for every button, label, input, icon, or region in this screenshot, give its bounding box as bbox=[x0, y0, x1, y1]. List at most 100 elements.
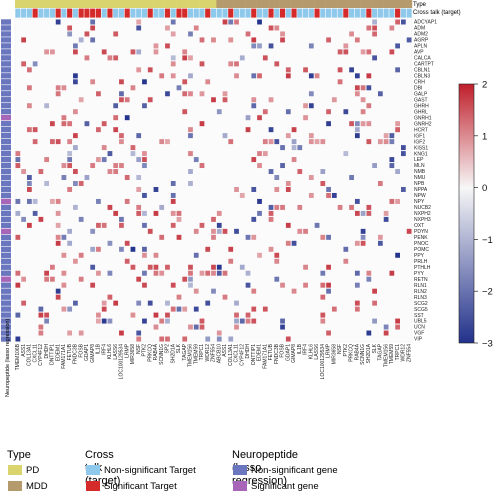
heatmap-cell bbox=[67, 306, 73, 312]
heatmap-cell bbox=[73, 79, 78, 85]
crosstalk-cell bbox=[274, 8, 280, 18]
row-label: OXT bbox=[414, 223, 424, 229]
heatmap-cell bbox=[90, 228, 96, 234]
type-cell bbox=[383, 0, 390, 8]
heatmap-cell bbox=[245, 282, 251, 288]
heatmap-cell bbox=[211, 228, 216, 234]
heatmap-cell bbox=[21, 276, 27, 282]
heatmap-cell bbox=[291, 157, 297, 163]
heatmap-cell bbox=[38, 216, 44, 222]
heatmap-cell bbox=[55, 294, 61, 300]
heatmap-cell bbox=[383, 133, 389, 139]
neuropeptide-cell bbox=[1, 150, 11, 157]
heatmap-cell bbox=[170, 198, 176, 204]
crosstalk-annotation-label: Cross talk (target) bbox=[413, 10, 461, 16]
column-label: ABCB10 bbox=[216, 344, 222, 363]
heatmap-cell bbox=[239, 264, 245, 270]
heatmap-cell bbox=[113, 163, 119, 169]
neuropeptide-cell bbox=[1, 198, 11, 205]
heatmap-cell bbox=[262, 109, 268, 115]
heatmap-cell bbox=[21, 169, 27, 175]
heatmap-cell bbox=[165, 336, 170, 342]
neuropeptide-cell bbox=[1, 19, 11, 25]
row-label: PPY bbox=[414, 253, 425, 259]
crosstalk-cell bbox=[182, 8, 188, 18]
heatmap-cell bbox=[320, 294, 326, 300]
heatmap-cell bbox=[55, 210, 61, 216]
crosstalk-cell bbox=[15, 8, 21, 18]
crosstalk-cell bbox=[113, 8, 119, 18]
type-cell bbox=[210, 0, 217, 8]
heatmap-cell bbox=[90, 282, 96, 288]
heatmap-cell bbox=[245, 270, 251, 276]
heatmap-cell bbox=[395, 19, 400, 25]
type-cell bbox=[394, 0, 401, 8]
heatmap-cell bbox=[349, 121, 354, 127]
heatmap-cell bbox=[182, 49, 188, 55]
heatmap-cell bbox=[274, 258, 280, 264]
heatmap-cell bbox=[96, 198, 101, 204]
heatmap-cell bbox=[73, 300, 78, 306]
heatmap-cell bbox=[343, 109, 349, 115]
heatmap-cell bbox=[326, 192, 331, 198]
heatmap-cell bbox=[274, 204, 280, 210]
heatmap-cell bbox=[320, 139, 326, 145]
heatmap-cell bbox=[44, 157, 50, 163]
heatmap-cell bbox=[285, 67, 291, 73]
heatmap-cell bbox=[326, 330, 331, 336]
heatmap-cell bbox=[176, 234, 182, 240]
heatmap-cell bbox=[61, 282, 67, 288]
column-label: ZNF554 bbox=[211, 344, 217, 362]
heatmap-cell bbox=[251, 73, 257, 79]
heatmap-cell bbox=[285, 336, 291, 342]
heatmap-cell bbox=[21, 300, 27, 306]
colorbar-tick-label: −3 bbox=[482, 339, 493, 350]
crosstalk-cell bbox=[320, 8, 326, 18]
heatmap-cell bbox=[113, 55, 119, 61]
heatmap-cell bbox=[349, 67, 354, 73]
heatmap-cell bbox=[78, 97, 84, 103]
heatmap-cell bbox=[199, 270, 205, 276]
heatmap-cell bbox=[389, 133, 395, 139]
heatmap-cell bbox=[142, 103, 147, 109]
heatmap-cell bbox=[170, 19, 176, 25]
type-cell bbox=[141, 0, 148, 8]
column-label: CXCL11 bbox=[32, 344, 38, 363]
row-label: GHRH bbox=[414, 103, 429, 109]
row-label: PNOC bbox=[414, 241, 429, 247]
heatmap-cell bbox=[27, 103, 32, 109]
heatmap-cell bbox=[274, 25, 280, 31]
crosstalk-cell bbox=[55, 8, 61, 18]
heatmap-cell bbox=[107, 270, 113, 276]
row-label: NPY bbox=[414, 199, 425, 205]
heatmap-cell bbox=[222, 270, 228, 276]
type-cell bbox=[124, 0, 131, 8]
heatmap-cell bbox=[170, 282, 176, 288]
heatmap-cell bbox=[245, 312, 251, 318]
type-cell bbox=[262, 0, 269, 8]
column-label: DNTTIP1 bbox=[251, 344, 257, 365]
heatmap-cell bbox=[257, 115, 262, 121]
heatmap-cell bbox=[96, 270, 101, 276]
legend-nonsig-target-swatch bbox=[86, 465, 100, 475]
heatmap-cell bbox=[228, 61, 234, 67]
heatmap-cell bbox=[280, 282, 285, 288]
heatmap-cell bbox=[136, 25, 142, 31]
heatmap-cell bbox=[15, 312, 21, 318]
heatmap-cell bbox=[326, 234, 331, 240]
row-label: UCN bbox=[414, 325, 425, 331]
heatmap-cell bbox=[372, 318, 377, 324]
heatmap-cell bbox=[130, 246, 136, 252]
colorbar-tick-label: 2 bbox=[482, 80, 487, 91]
column-label: KLHL6 bbox=[308, 344, 314, 360]
heatmap-cell bbox=[326, 288, 331, 294]
heatmap-cell bbox=[153, 210, 159, 216]
neuropeptide-cell bbox=[1, 324, 11, 330]
heatmap-cell bbox=[360, 97, 366, 103]
column-label: FOSB bbox=[78, 343, 84, 357]
heatmap-cell bbox=[303, 115, 308, 121]
heatmap-cell bbox=[354, 300, 360, 306]
heatmap-cell bbox=[27, 127, 32, 133]
heatmap-cell bbox=[285, 181, 291, 186]
crosstalk-cell bbox=[383, 8, 389, 18]
